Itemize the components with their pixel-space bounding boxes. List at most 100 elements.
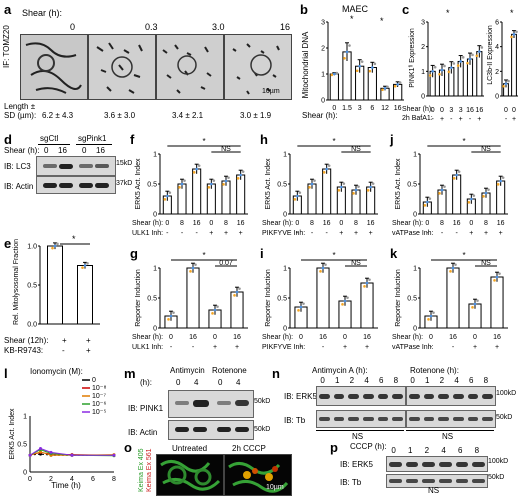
shear-value: 0	[169, 334, 173, 341]
panel-i-label: i	[260, 246, 264, 261]
data-point	[167, 318, 170, 321]
bar	[446, 267, 460, 329]
m-blot-pink1	[168, 390, 254, 418]
c-shear-value: 3	[459, 107, 463, 114]
inhibitor-value: -	[430, 344, 433, 351]
c-bafa-value: -	[431, 116, 434, 123]
p-mw-2: 50kD	[488, 474, 505, 481]
data-point	[178, 186, 181, 189]
bar	[329, 73, 339, 101]
data-point	[81, 266, 84, 269]
bar	[47, 245, 63, 325]
ylabel: ERK5 Act. Index	[395, 158, 402, 209]
m-ib-pink1: IB: PINK1	[128, 404, 164, 413]
bar	[236, 174, 246, 215]
data-point	[216, 305, 219, 308]
c-right-shear-value: 0	[504, 107, 508, 114]
data-point	[319, 270, 322, 273]
shear-value: 0	[165, 220, 169, 227]
inhibitor-value: +	[369, 230, 373, 237]
blot-band	[409, 417, 420, 421]
chart-c-ylabel-left: PINK1ᶠˡ Expression	[409, 28, 416, 88]
blot-band	[319, 417, 330, 421]
inhibitor-value: -	[181, 230, 184, 237]
blot-band	[392, 394, 403, 399]
chart-c-star: *	[446, 8, 450, 18]
blot-band	[363, 394, 374, 399]
blot-band	[319, 394, 330, 399]
d-time-2: 0	[82, 146, 87, 155]
blot-band	[438, 394, 449, 399]
data-point	[53, 244, 57, 248]
c-bafa-value: +	[477, 116, 481, 123]
data-point	[354, 188, 358, 192]
bar	[511, 33, 517, 97]
blot-band	[409, 394, 420, 399]
legend-label: 10⁻⁷	[92, 393, 106, 400]
data-point	[324, 263, 327, 266]
micrograph-untreated	[156, 454, 224, 496]
time-1: 0.3	[145, 22, 158, 32]
stain-label: IF: TOMZ20	[2, 25, 11, 68]
data-point	[471, 306, 474, 309]
sd-label: SD (µm):	[4, 111, 37, 120]
n-blot-erk5-rotenone	[406, 386, 496, 406]
series-point	[39, 446, 42, 450]
y-tick-label: 1	[153, 266, 157, 273]
y-tick-label: 0.5	[17, 442, 27, 449]
data-point	[368, 69, 372, 73]
blot-band	[422, 462, 435, 467]
data-point	[293, 198, 297, 201]
data-point	[327, 164, 331, 167]
bracket-star: *	[202, 137, 205, 146]
blot-band	[467, 394, 479, 399]
y-tick-label: 0	[413, 212, 417, 219]
m-time-0: 0	[176, 378, 181, 387]
data-point	[480, 46, 484, 49]
n-ib-erk5: IB: ERK5	[284, 392, 317, 401]
data-point	[502, 84, 505, 88]
shear-row-label: Shear (h):	[262, 220, 293, 227]
p-time-label: 0	[391, 446, 396, 455]
data-point	[348, 44, 351, 47]
data-point	[335, 71, 339, 75]
p-ib-tb: IB: Tb	[340, 478, 362, 487]
y-tick-label: 1	[283, 266, 287, 273]
shear-value: 16	[363, 334, 371, 341]
p-ib-erk5: IB: ERK5	[340, 460, 373, 469]
inhibitor-value: -	[296, 230, 299, 237]
bar	[316, 267, 330, 329]
m-time-2: 0	[218, 378, 223, 387]
panel-k-label: k	[390, 246, 398, 261]
shear-value: 0	[425, 220, 429, 227]
length-2: 3.4 ± 2.1	[172, 111, 204, 120]
c-shear-value: 16	[466, 107, 474, 114]
n-antimycin-time-label: 0	[320, 376, 325, 385]
shear-value: 0	[473, 334, 477, 341]
inhibitor-value: +	[235, 344, 239, 351]
data-point	[325, 167, 328, 171]
blot-band	[467, 417, 479, 421]
c-bafa-value: +	[440, 116, 444, 123]
data-point	[440, 68, 444, 72]
data-point	[333, 72, 336, 76]
blot-band	[422, 479, 435, 483]
inhibitor-value: +	[209, 230, 213, 237]
bracket-ns: NS	[351, 146, 361, 153]
length-3: 3.0 ± 1.9	[240, 111, 272, 120]
data-point	[504, 82, 508, 85]
data-point	[427, 318, 430, 321]
d-group-sgpink1: sgPink1	[78, 134, 107, 143]
p-time-label: 2	[424, 446, 430, 455]
panel-d-label: d	[4, 132, 12, 147]
e-row1-label: Shear (12h):	[4, 336, 49, 345]
data-point	[358, 64, 361, 68]
shear-value: 16	[319, 334, 327, 341]
data-point	[352, 192, 355, 195]
shear-value: 8	[440, 220, 444, 227]
data-point	[386, 85, 389, 89]
data-point	[236, 177, 240, 180]
y-tick-label: 3	[321, 20, 325, 27]
chart-c-star-right: *	[510, 8, 514, 18]
data-point	[340, 185, 343, 189]
